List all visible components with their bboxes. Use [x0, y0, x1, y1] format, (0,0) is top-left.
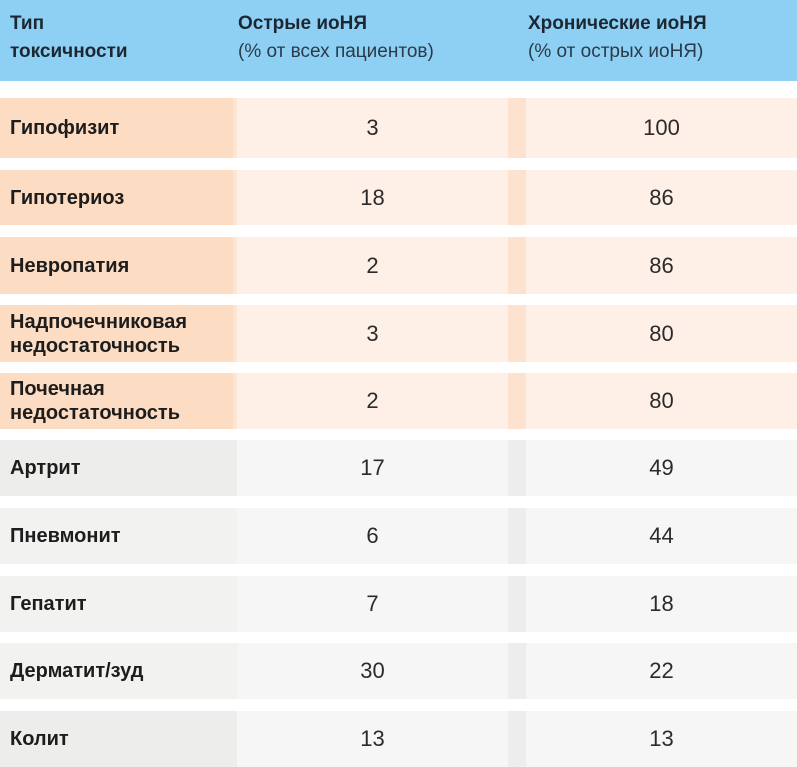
table-row: Артрит 17 49 [0, 440, 797, 496]
row-label: Пневмонит [10, 525, 121, 547]
chronic-value: 80 [649, 388, 674, 413]
row-label-cell: Гипотериоз [0, 170, 237, 225]
acute-value: 7 [366, 591, 379, 616]
chronic-cell: 100 [508, 98, 797, 158]
row-label-cell: Невропатия [0, 237, 237, 294]
chronic-cell: 80 [508, 373, 797, 429]
chronic-cell: 13 [508, 711, 797, 767]
chronic-cell: 44 [508, 508, 797, 564]
row-label-cell: Колит [0, 711, 237, 767]
acute-value: 3 [366, 115, 379, 140]
table-row: Гипофизит 3 100 [0, 98, 797, 158]
header-toxicity-type-line1: Тип [10, 13, 45, 34]
chronic-value: 100 [643, 115, 680, 140]
row-label-cell: Гепатит [0, 576, 237, 632]
header-chronic-title: Хронические иоНЯ [528, 13, 707, 34]
chronic-value: 49 [649, 455, 674, 480]
row-label-cell: Гипофизит [0, 98, 237, 158]
acute-value: 13 [360, 726, 385, 751]
chronic-cell: 18 [508, 576, 797, 632]
chronic-value: 80 [649, 320, 674, 346]
acute-cell: 3 [237, 98, 508, 158]
row-label: Дерматит/зуд [10, 660, 144, 682]
table-row: Дерматит/зуд 30 22 [0, 643, 797, 699]
chronic-cell: 86 [508, 237, 797, 294]
chronic-value: 13 [649, 726, 674, 751]
chronic-value: 22 [649, 658, 674, 683]
row-label-cell: Почечная недостаточность [0, 373, 237, 429]
header-toxicity-type: Тип токсичности [10, 10, 128, 66]
table-row: Надпочечниковая недостаточность 3 80 [0, 305, 797, 362]
chronic-cell: 22 [508, 643, 797, 699]
row-label-cell: Дерматит/зуд [0, 643, 237, 699]
header-acute-subtitle: (% от всех пациентов) [238, 41, 434, 62]
row-label: Гипотериоз [10, 186, 125, 209]
acute-cell: 18 [237, 170, 508, 225]
table-header: Тип токсичности Острые иоНЯ (% от всех п… [0, 0, 797, 81]
acute-cell: 2 [237, 237, 508, 294]
header-chronic-subtitle: (% от острых иоНЯ) [528, 41, 704, 62]
acute-value: 18 [360, 184, 385, 210]
chronic-cell: 49 [508, 440, 797, 496]
row-label: Почечная недостаточность [10, 378, 180, 424]
chronic-value: 86 [649, 252, 674, 278]
table-row: Гепатит 7 18 [0, 576, 797, 632]
chronic-cell: 86 [508, 170, 797, 225]
row-label-cell: Артрит [0, 440, 237, 496]
row-label: Колит [10, 728, 69, 750]
acute-cell: 7 [237, 576, 508, 632]
chronic-value: 44 [649, 523, 674, 548]
chronic-cell: 80 [508, 305, 797, 362]
acute-value: 30 [360, 658, 385, 683]
acute-value: 17 [360, 455, 385, 480]
table-row: Гипотериоз 18 86 [0, 170, 797, 225]
table-row: Пневмонит 6 44 [0, 508, 797, 564]
table-row: Невропатия 2 86 [0, 237, 797, 294]
row-label-cell: Пневмонит [0, 508, 237, 564]
acute-value: 2 [366, 252, 379, 278]
table-row: Колит 13 13 [0, 711, 797, 767]
chronic-value: 86 [649, 184, 674, 210]
acute-cell: 3 [237, 305, 508, 362]
acute-value: 2 [366, 388, 379, 413]
acute-cell: 2 [237, 373, 508, 429]
row-label-cell: Надпочечниковая недостаточность [0, 305, 237, 362]
header-toxicity-type-line2: токсичности [10, 41, 128, 62]
row-label: Невропатия [10, 254, 130, 277]
row-label: Гипофизит [10, 117, 120, 139]
acute-cell: 30 [237, 643, 508, 699]
table-row: Почечная недостаточность 2 80 [0, 373, 797, 429]
row-label: Гепатит [10, 593, 87, 615]
acute-cell: 17 [237, 440, 508, 496]
row-label: Артрит [10, 457, 81, 479]
row-label: Надпочечниковая недостаточность [10, 310, 188, 357]
acute-cell: 13 [237, 711, 508, 767]
acute-value: 3 [366, 320, 379, 346]
header-acute: Острые иоНЯ (% от всех пациентов) [238, 10, 434, 66]
acute-value: 6 [366, 523, 379, 548]
acute-cell: 6 [237, 508, 508, 564]
header-acute-title: Острые иоНЯ [238, 13, 367, 34]
header-chronic: Хронические иоНЯ (% от острых иоНЯ) [528, 10, 707, 66]
chronic-value: 18 [649, 591, 674, 616]
